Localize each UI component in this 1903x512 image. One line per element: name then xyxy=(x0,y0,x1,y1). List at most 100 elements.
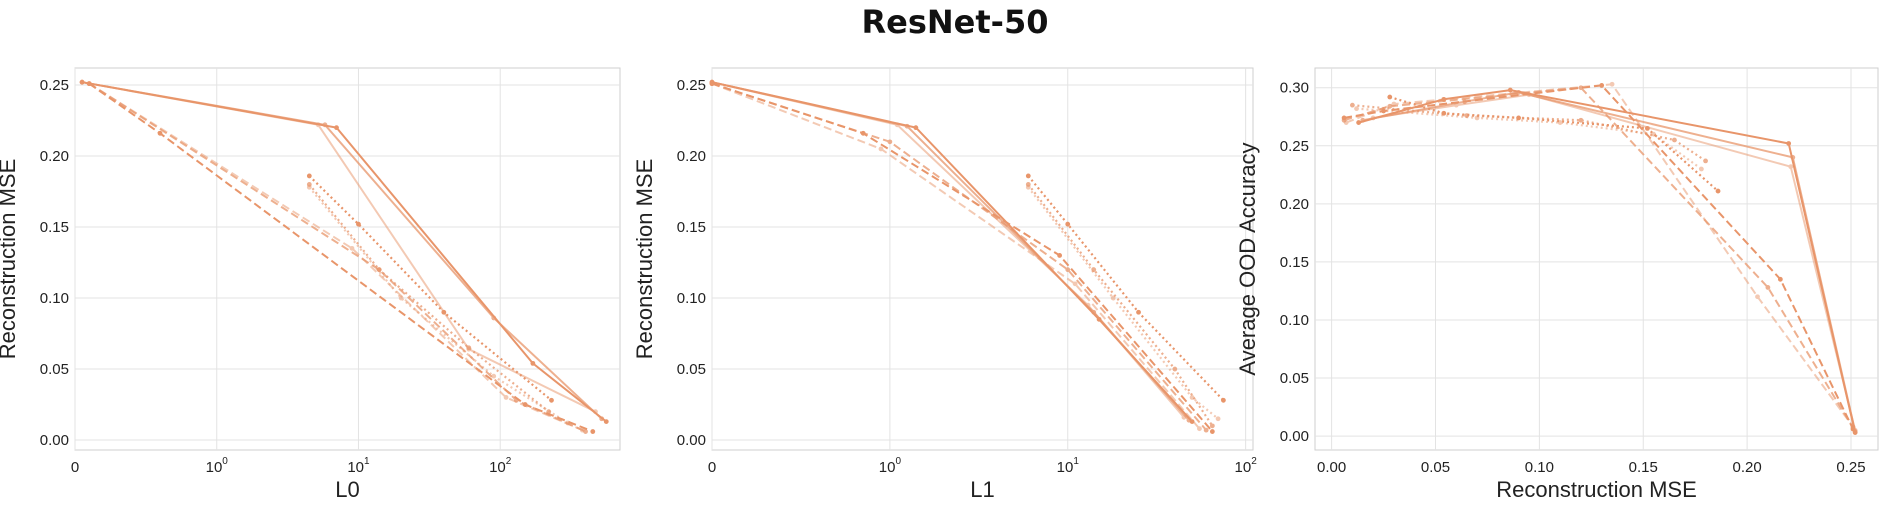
x-tick-label: 0 xyxy=(71,459,79,476)
data-point xyxy=(1777,276,1783,282)
data-point xyxy=(887,139,893,145)
data-point xyxy=(1136,309,1141,315)
plot-frame xyxy=(1314,67,1879,451)
figure-title: ResNet-50 xyxy=(862,3,1049,41)
y-tick-label: 0.20 xyxy=(40,148,69,165)
data-point xyxy=(1387,94,1393,100)
data-point xyxy=(1025,184,1031,190)
data-point xyxy=(1755,294,1760,300)
y-tick-label: 0.15 xyxy=(677,219,706,236)
data-point xyxy=(530,360,536,366)
subplot-1: 0.00 0.05 0.10 0.15 0.20 0.25 0 100 101 102 L0 Reco… xyxy=(0,67,621,502)
series-line xyxy=(1352,104,1707,162)
y-tick-label: 0.05 xyxy=(677,361,706,378)
y-tick-label: 0.00 xyxy=(40,432,69,449)
data-point xyxy=(1703,158,1708,164)
series-line xyxy=(711,81,1193,423)
data-point xyxy=(334,125,339,131)
data-point xyxy=(1850,424,1856,430)
x-tick-label: 102 xyxy=(489,456,512,476)
data-point xyxy=(1715,188,1721,194)
data-point xyxy=(1065,267,1071,273)
data-point xyxy=(1221,397,1226,403)
series-line xyxy=(711,82,1201,430)
data-point xyxy=(1790,155,1796,160)
y-tick-label: 0.00 xyxy=(1280,428,1309,445)
x-tick-label: 100 xyxy=(879,456,902,476)
series-line xyxy=(88,82,583,432)
data-point xyxy=(1197,426,1202,432)
data-point xyxy=(1209,429,1215,434)
series-line xyxy=(1358,89,1857,433)
data-point xyxy=(441,309,447,315)
series-dashed-6 xyxy=(86,81,585,433)
y-tick-label: 0.00 xyxy=(677,432,706,449)
data-point xyxy=(1025,173,1031,179)
data-point xyxy=(904,123,910,129)
data-point xyxy=(1354,106,1359,112)
series-line xyxy=(1373,93,1857,431)
series-solid-1 xyxy=(1356,87,1858,435)
data-point xyxy=(466,345,472,351)
data-point xyxy=(1172,366,1178,372)
data-point xyxy=(315,122,321,128)
subplot-3: 0.00 0.05 0.10 0.15 0.20 0.25 0.30 0.00 0.05 0.10… xyxy=(1235,67,1879,502)
subplots: 0.00 0.05 0.10 0.15 0.20 0.25 0 100 101 102 L0 Reco… xyxy=(0,67,1879,502)
data-point xyxy=(1110,295,1116,301)
series-line xyxy=(308,183,550,413)
series-line xyxy=(1027,175,1225,402)
data-point xyxy=(1474,115,1480,121)
data-point xyxy=(1370,115,1376,121)
series-line xyxy=(1343,86,1854,429)
y-tick-label: 0.25 xyxy=(1280,138,1309,155)
data-point xyxy=(157,130,163,136)
series-line xyxy=(308,175,553,402)
series-dashed-6 xyxy=(709,81,1202,432)
series-line xyxy=(1027,186,1219,420)
y-tick-label: 0.10 xyxy=(1280,312,1309,329)
x-axis-label: Reconstruction MSE xyxy=(1496,477,1697,502)
data-point xyxy=(1065,221,1071,227)
data-point xyxy=(1699,166,1704,172)
data-point xyxy=(709,81,715,87)
x-tick-label: 0.20 xyxy=(1733,459,1762,476)
data-point xyxy=(1189,395,1195,400)
series-line xyxy=(711,81,1185,418)
series-line xyxy=(308,186,569,424)
data-point xyxy=(1215,416,1221,422)
series-dashed-6 xyxy=(1343,81,1856,430)
y-tick-label: 0.15 xyxy=(40,219,69,236)
x-tick-label: 102 xyxy=(1235,456,1258,476)
y-tick-label: 0.20 xyxy=(1280,196,1309,213)
x-tick-label: 101 xyxy=(347,456,370,476)
data-point xyxy=(398,295,404,301)
data-point xyxy=(549,397,554,403)
series-dotted-8 xyxy=(1025,182,1215,429)
series-dashed-5 xyxy=(1341,85,1856,431)
series-dotted-9 xyxy=(1025,184,1221,422)
x-tick-label: 100 xyxy=(206,456,229,476)
y-tick-label: 0.10 xyxy=(677,290,706,307)
data-point xyxy=(913,125,919,131)
y-tick-label: 0.10 xyxy=(40,290,69,307)
data-point xyxy=(1453,102,1459,108)
data-point xyxy=(1085,302,1091,308)
data-point xyxy=(79,79,85,85)
series-solid-2 xyxy=(79,79,605,422)
data-point xyxy=(1203,427,1209,433)
data-point xyxy=(1672,137,1677,143)
data-point xyxy=(322,122,328,128)
data-point xyxy=(1765,285,1771,290)
data-point xyxy=(1349,102,1355,108)
data-point xyxy=(1786,141,1792,146)
y-tick-label: 0.20 xyxy=(677,148,706,165)
y-axis-label: Average OOD Accuracy xyxy=(1235,142,1260,375)
y-axis-label: Reconstruction MSE xyxy=(0,159,20,360)
data-point xyxy=(1557,120,1563,125)
data-point xyxy=(1507,87,1513,93)
data-point xyxy=(1644,125,1650,131)
series-dotted-7 xyxy=(1025,173,1226,403)
y-tick-label: 0.05 xyxy=(1280,370,1309,387)
data-point xyxy=(1072,281,1078,287)
